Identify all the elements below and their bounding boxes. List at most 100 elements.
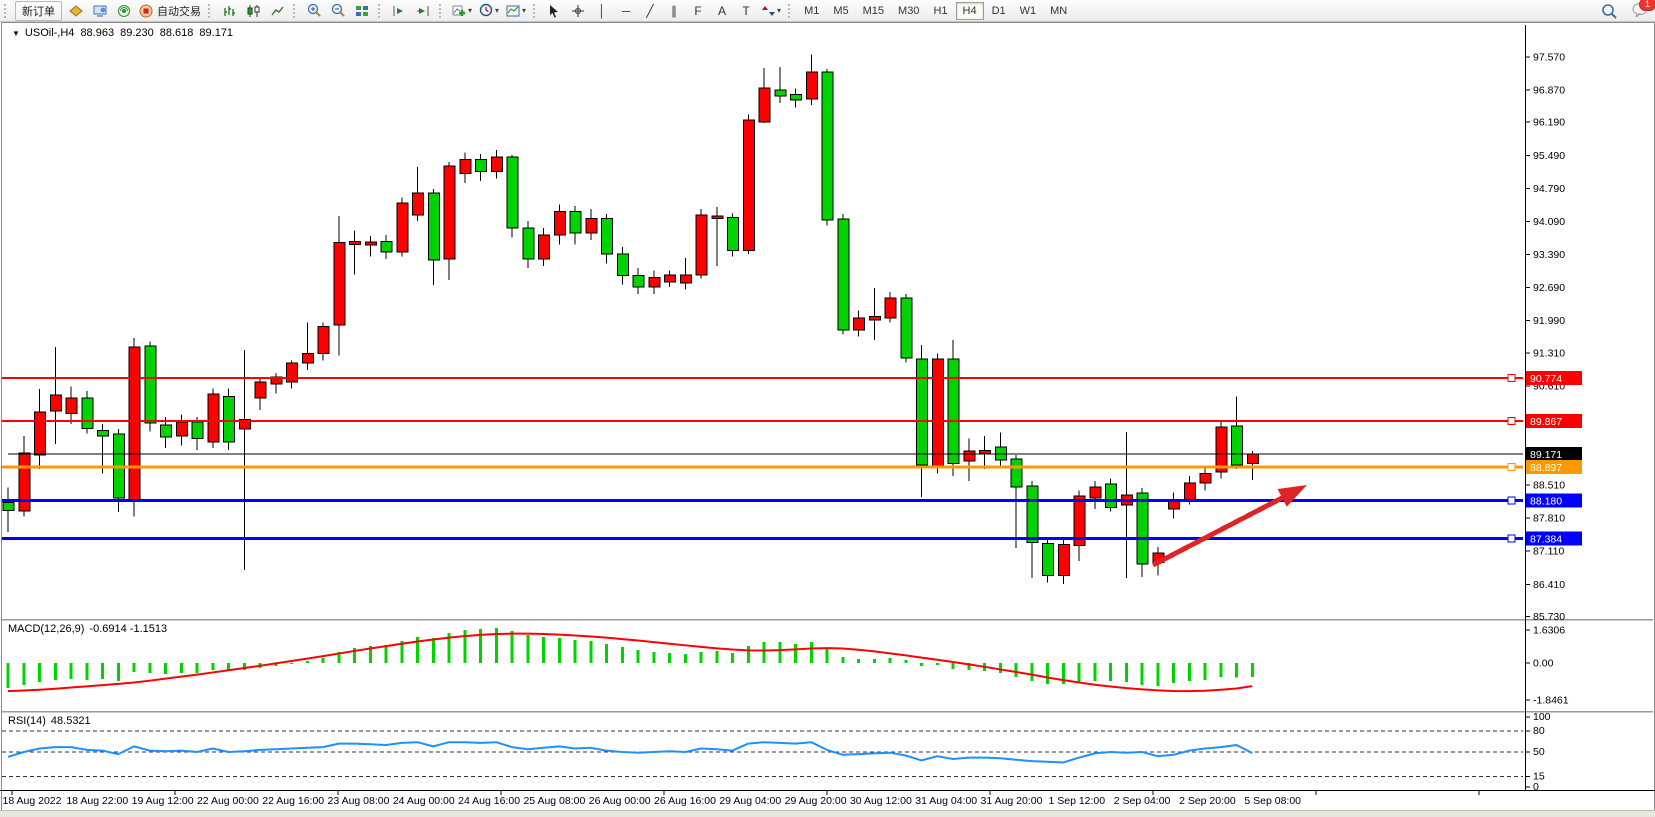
svg-text:91.990: 91.990 — [1533, 315, 1565, 327]
timeframe-h1[interactable]: H1 — [933, 4, 948, 17]
auto-scroll-icon[interactable] — [387, 2, 411, 20]
svg-text:5 Sep 08:00: 5 Sep 08:00 — [1244, 795, 1301, 807]
svg-text:1.6306: 1.6306 — [1533, 625, 1565, 637]
svg-text:0: 0 — [1533, 781, 1539, 793]
svg-text:50: 50 — [1533, 746, 1545, 758]
gold-wallet-icon-shape — [69, 4, 83, 17]
trendline-tool-icon[interactable]: ╱ — [646, 3, 654, 18]
svg-text:30 Aug 12:00: 30 Aug 12:00 — [850, 795, 912, 807]
timeframe-w1[interactable]: W1 — [1019, 4, 1037, 17]
toolbar-grip — [439, 3, 443, 18]
line-chart-icon[interactable] — [265, 2, 289, 20]
svg-text:29 Aug 04:00: 29 Aug 04:00 — [719, 795, 781, 807]
svg-text:22 Aug 00:00: 22 Aug 00:00 — [197, 795, 259, 807]
svg-text:22 Aug 16:00: 22 Aug 16:00 — [262, 795, 324, 807]
dropdown-icon: ▾ — [777, 6, 782, 15]
low-value: 88.618 — [159, 27, 194, 39]
chart-ohlc-bar[interactable]: ▼ USOil-,H4 88.963 89.230 88.618 89.171 — [12, 27, 239, 39]
notification-badge: 1 — [1639, 0, 1655, 11]
svg-text:2 Sep 20:00: 2 Sep 20:00 — [1179, 795, 1236, 807]
svg-text:96.870: 96.870 — [1533, 85, 1565, 97]
auto-trading-button[interactable]: 自动交易 — [136, 2, 204, 20]
svg-text:80: 80 — [1533, 725, 1545, 737]
svg-text:87.384: 87.384 — [1530, 533, 1562, 545]
svg-text:31 Aug 20:00: 31 Aug 20:00 — [981, 795, 1043, 807]
svg-text:29 Aug 20:00: 29 Aug 20:00 — [785, 795, 847, 807]
timeframe-m30[interactable]: M30 — [898, 4, 920, 17]
toolbar-grip — [208, 3, 212, 18]
notifications-button[interactable]: 1 — [1631, 0, 1655, 20]
svg-text:87.810: 87.810 — [1533, 513, 1565, 525]
bar-chart-icon[interactable] — [217, 2, 241, 20]
rsi-indicator-label: RSI(14) 48.5321 — [8, 715, 91, 727]
chart-shift-icon[interactable] — [411, 2, 435, 20]
svg-text:86.410: 86.410 — [1533, 579, 1565, 591]
svg-text:23 Aug 08:00: 23 Aug 08:00 — [328, 795, 390, 807]
timeframe-h4[interactable]: H4 — [955, 1, 984, 20]
svg-text:94.790: 94.790 — [1533, 183, 1565, 195]
zoom-out-icon[interactable] — [326, 2, 350, 20]
zoom-in-icon[interactable] — [302, 2, 326, 20]
svg-text:92.690: 92.690 — [1533, 282, 1565, 294]
templates-icon[interactable]: ▾ — [502, 2, 529, 20]
price-axis[interactable] — [1526, 22, 1654, 790]
svg-text:88.510: 88.510 — [1533, 480, 1565, 492]
svg-text:97.570: 97.570 — [1533, 52, 1565, 64]
crosshair-icon[interactable] — [566, 2, 590, 20]
svg-text:88.180: 88.180 — [1530, 496, 1562, 508]
macd-indicator-label: MACD(12,26,9) -0.6914 -1.1513 — [8, 623, 168, 635]
svg-text:87.110: 87.110 — [1533, 546, 1564, 558]
client-terminal-icon[interactable] — [88, 2, 112, 20]
vertical-line-tool-icon[interactable]: │ — [598, 3, 606, 18]
svg-text:93.390: 93.390 — [1533, 249, 1565, 261]
signals-icon[interactable] — [112, 2, 136, 20]
search-icon[interactable] — [1597, 2, 1621, 20]
timeframe-mn[interactable]: MN — [1050, 4, 1068, 17]
horizontal-line-tool-icon[interactable]: ─ — [621, 3, 631, 18]
channel-tool-icon[interactable]: ∥ — [671, 3, 678, 18]
svg-text:85.730: 85.730 — [1533, 611, 1565, 623]
dropdown-icon: ▾ — [468, 6, 473, 15]
timeframe-d1[interactable]: D1 — [991, 4, 1006, 17]
timeframe-m5[interactable]: M5 — [833, 4, 849, 17]
svg-text:24 Aug 16:00: 24 Aug 16:00 — [458, 795, 520, 807]
svg-text:18 Aug 2022: 18 Aug 2022 — [3, 795, 62, 807]
gold-wallet-icon[interactable] — [64, 2, 88, 20]
arrows-tool-icon[interactable]: ▾ — [758, 2, 784, 20]
candlestick-chart-icon[interactable] — [241, 2, 265, 20]
window-bottom-edge — [0, 810, 1655, 817]
cursor-icon[interactable] — [542, 2, 566, 20]
svg-text:-1.8461: -1.8461 — [1533, 695, 1569, 707]
svg-text:31 Aug 04:00: 31 Aug 04:00 — [915, 795, 977, 807]
svg-text:89.867: 89.867 — [1530, 416, 1562, 428]
toolbar-grip — [533, 3, 537, 18]
symbol-dropdown-icon[interactable]: ▼ — [12, 28, 20, 38]
svg-text:25 Aug 08:00: 25 Aug 08:00 — [523, 795, 585, 807]
toolbar-grip — [378, 3, 382, 18]
svg-text:100: 100 — [1533, 711, 1551, 723]
toolbar-grip — [293, 3, 297, 18]
text-label-tool-icon[interactable]: T — [742, 3, 750, 18]
tile-windows-icon[interactable] — [350, 2, 374, 20]
indicators-icon[interactable]: ▾ — [448, 2, 475, 20]
dropdown-icon: ▾ — [522, 6, 527, 15]
periods-icon[interactable]: ▾ — [475, 2, 502, 20]
time-axis[interactable] — [2, 791, 1524, 809]
toolbar-grip — [788, 3, 792, 18]
fibonacci-tool-icon[interactable]: F — [694, 3, 702, 18]
dropdown-icon: ▾ — [495, 6, 500, 15]
svg-text:89.171: 89.171 — [1530, 449, 1562, 461]
close-value: 89.171 — [199, 27, 234, 39]
new-order-button[interactable]: 新订单 — [15, 0, 62, 21]
svg-text:96.190: 96.190 — [1533, 117, 1565, 129]
toolbar: 新订单 自动交易 — [0, 0, 1655, 22]
open-value: 88.963 — [80, 27, 115, 39]
svg-text:0.00: 0.00 — [1533, 658, 1554, 670]
high-value: 89.230 — [120, 27, 154, 39]
svg-text:1 Sep 12:00: 1 Sep 12:00 — [1048, 795, 1105, 807]
timeframe-m1[interactable]: M1 — [804, 4, 820, 17]
text-tool-icon[interactable]: A — [718, 3, 727, 18]
timeframe-m15[interactable]: M15 — [862, 4, 885, 17]
